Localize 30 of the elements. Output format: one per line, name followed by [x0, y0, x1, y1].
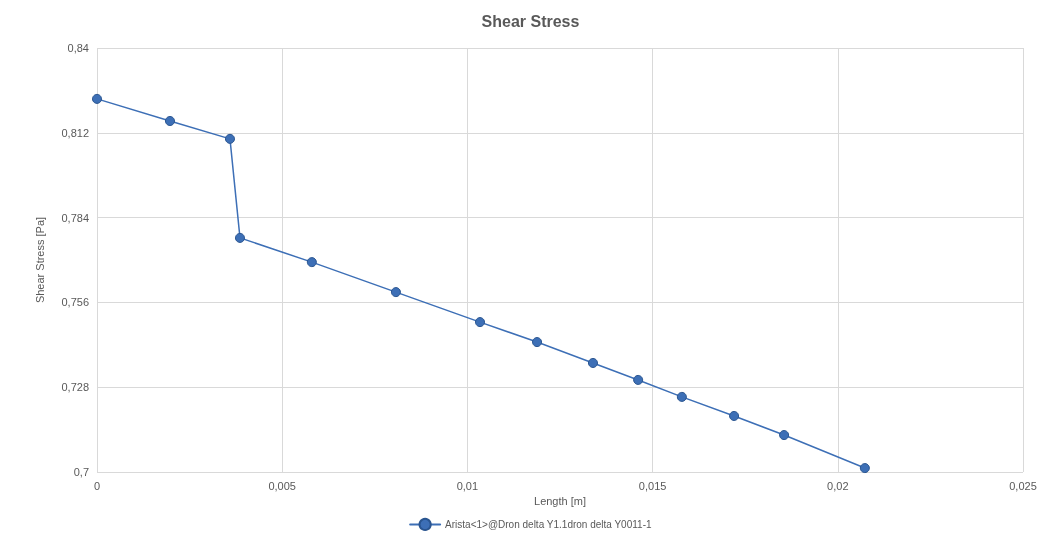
y-tick-label: 0,7 — [73, 466, 89, 478]
point — [224, 133, 235, 144]
legend-label: Arista<1>@Dron delta Y1.1dron delta Y0011-1 — [445, 518, 652, 530]
point — [164, 115, 175, 126]
y-tick-label: 0,756 — [61, 296, 89, 309]
point — [92, 93, 102, 104]
x-tick-label: 0,015 — [638, 479, 667, 492]
point — [234, 232, 245, 243]
y-tick-label: 0,84 — [67, 42, 89, 54]
point — [532, 337, 543, 348]
point — [729, 410, 740, 421]
chart-title: Shear Stress — [481, 12, 580, 30]
point — [676, 391, 687, 402]
point — [633, 374, 644, 385]
point — [859, 463, 870, 474]
y-axis-title: Shear Stress [Pa] — [33, 216, 46, 304]
x-axis-title: Length [m] — [534, 495, 586, 508]
x-tick-label: 0 — [93, 479, 101, 492]
point — [390, 287, 401, 298]
y-tick-label: 0,784 — [61, 211, 89, 224]
y-tick-label: 0,728 — [61, 381, 89, 394]
x-tick-label: 0,02 — [827, 479, 849, 492]
x-tick-label: 0,005 — [268, 479, 296, 492]
point — [587, 357, 598, 368]
x-tick-label: 0,01 — [456, 479, 479, 492]
y-tick-label: 0,812 — [61, 126, 89, 139]
point — [779, 430, 790, 441]
point — [475, 317, 485, 328]
x-tick-label: 0,025 — [1009, 479, 1037, 492]
point — [306, 257, 317, 268]
